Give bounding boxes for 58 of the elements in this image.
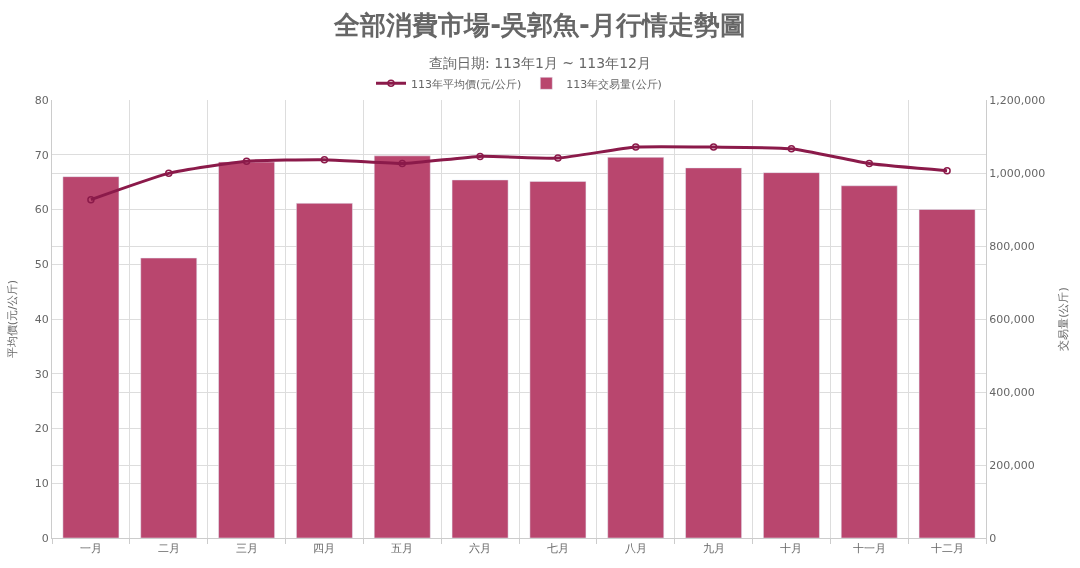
x-tick-label: 四月: [313, 542, 336, 556]
y-axis-title: 平均價(元/公斤): [6, 279, 20, 359]
y-tick-label: 20: [34, 422, 49, 436]
y-tick-label: 30: [34, 367, 49, 381]
x-tick-label: 十二月: [930, 542, 964, 556]
x-tick-label: 八月: [624, 542, 647, 556]
point: [87, 195, 95, 204]
bar: [296, 203, 353, 538]
bar: [451, 179, 509, 538]
y2-axis-title: 交易量(公斤): [1057, 287, 1071, 351]
chart-title: 全部消費市場-吳郭魚-月行情走勢圖: [333, 10, 746, 41]
x-tick-label: 二月: [157, 542, 180, 556]
bar: [373, 155, 431, 538]
y2-tick-label: 800,000: [989, 239, 1035, 253]
bar: [218, 161, 275, 538]
x-tick-label: 九月: [702, 542, 725, 556]
bar: [763, 172, 820, 538]
y-tick-label: 60: [34, 203, 49, 217]
bar: [607, 157, 665, 538]
point: [865, 159, 873, 168]
bar: [840, 185, 898, 538]
x-tick-label: 十月: [780, 542, 803, 556]
x-tick-label: 六月: [469, 542, 492, 556]
x-tick-label: 一月: [79, 542, 102, 556]
point: [398, 159, 406, 168]
y-tick-label: 10: [34, 477, 49, 491]
point: [320, 155, 329, 164]
point: [787, 144, 796, 153]
chart-subtitle: 查詢日期: 113年1月 ~ 113年12月: [429, 54, 651, 71]
x-tick-label: 五月: [391, 542, 414, 556]
point: [709, 143, 718, 151]
point: [476, 152, 484, 161]
y2-tick-label: 1,200,000: [989, 93, 1046, 107]
bar: [529, 181, 587, 538]
bar: [62, 176, 120, 538]
legend-label: 113年交易量(公斤): [566, 77, 662, 91]
legend-label: 113年平均價(元/公斤): [411, 77, 522, 91]
y2-tick-label: 200,000: [989, 458, 1035, 472]
y-tick-label: 80: [34, 93, 49, 107]
y-tick-label: 40: [34, 312, 49, 326]
x-tick-label: 三月: [235, 542, 258, 556]
point: [242, 157, 251, 166]
y-tick-label: 0: [41, 531, 49, 545]
point: [554, 154, 562, 162]
y2-tick-label: 0: [989, 531, 997, 545]
point: [165, 169, 173, 178]
x-tick-label: 七月: [546, 542, 569, 556]
x-tick-label: 十一月: [852, 542, 886, 556]
y2-tick-label: 1,000,000: [989, 166, 1046, 180]
bar: [140, 257, 198, 538]
y-tick-label: 70: [34, 148, 49, 162]
y2-tick-label: 600,000: [989, 312, 1035, 326]
y-tick-label: 50: [34, 258, 49, 272]
bar: [685, 167, 742, 538]
point: [943, 166, 951, 175]
point: [632, 143, 640, 151]
bar: [918, 209, 976, 538]
y2-tick-label: 400,000: [989, 385, 1035, 399]
